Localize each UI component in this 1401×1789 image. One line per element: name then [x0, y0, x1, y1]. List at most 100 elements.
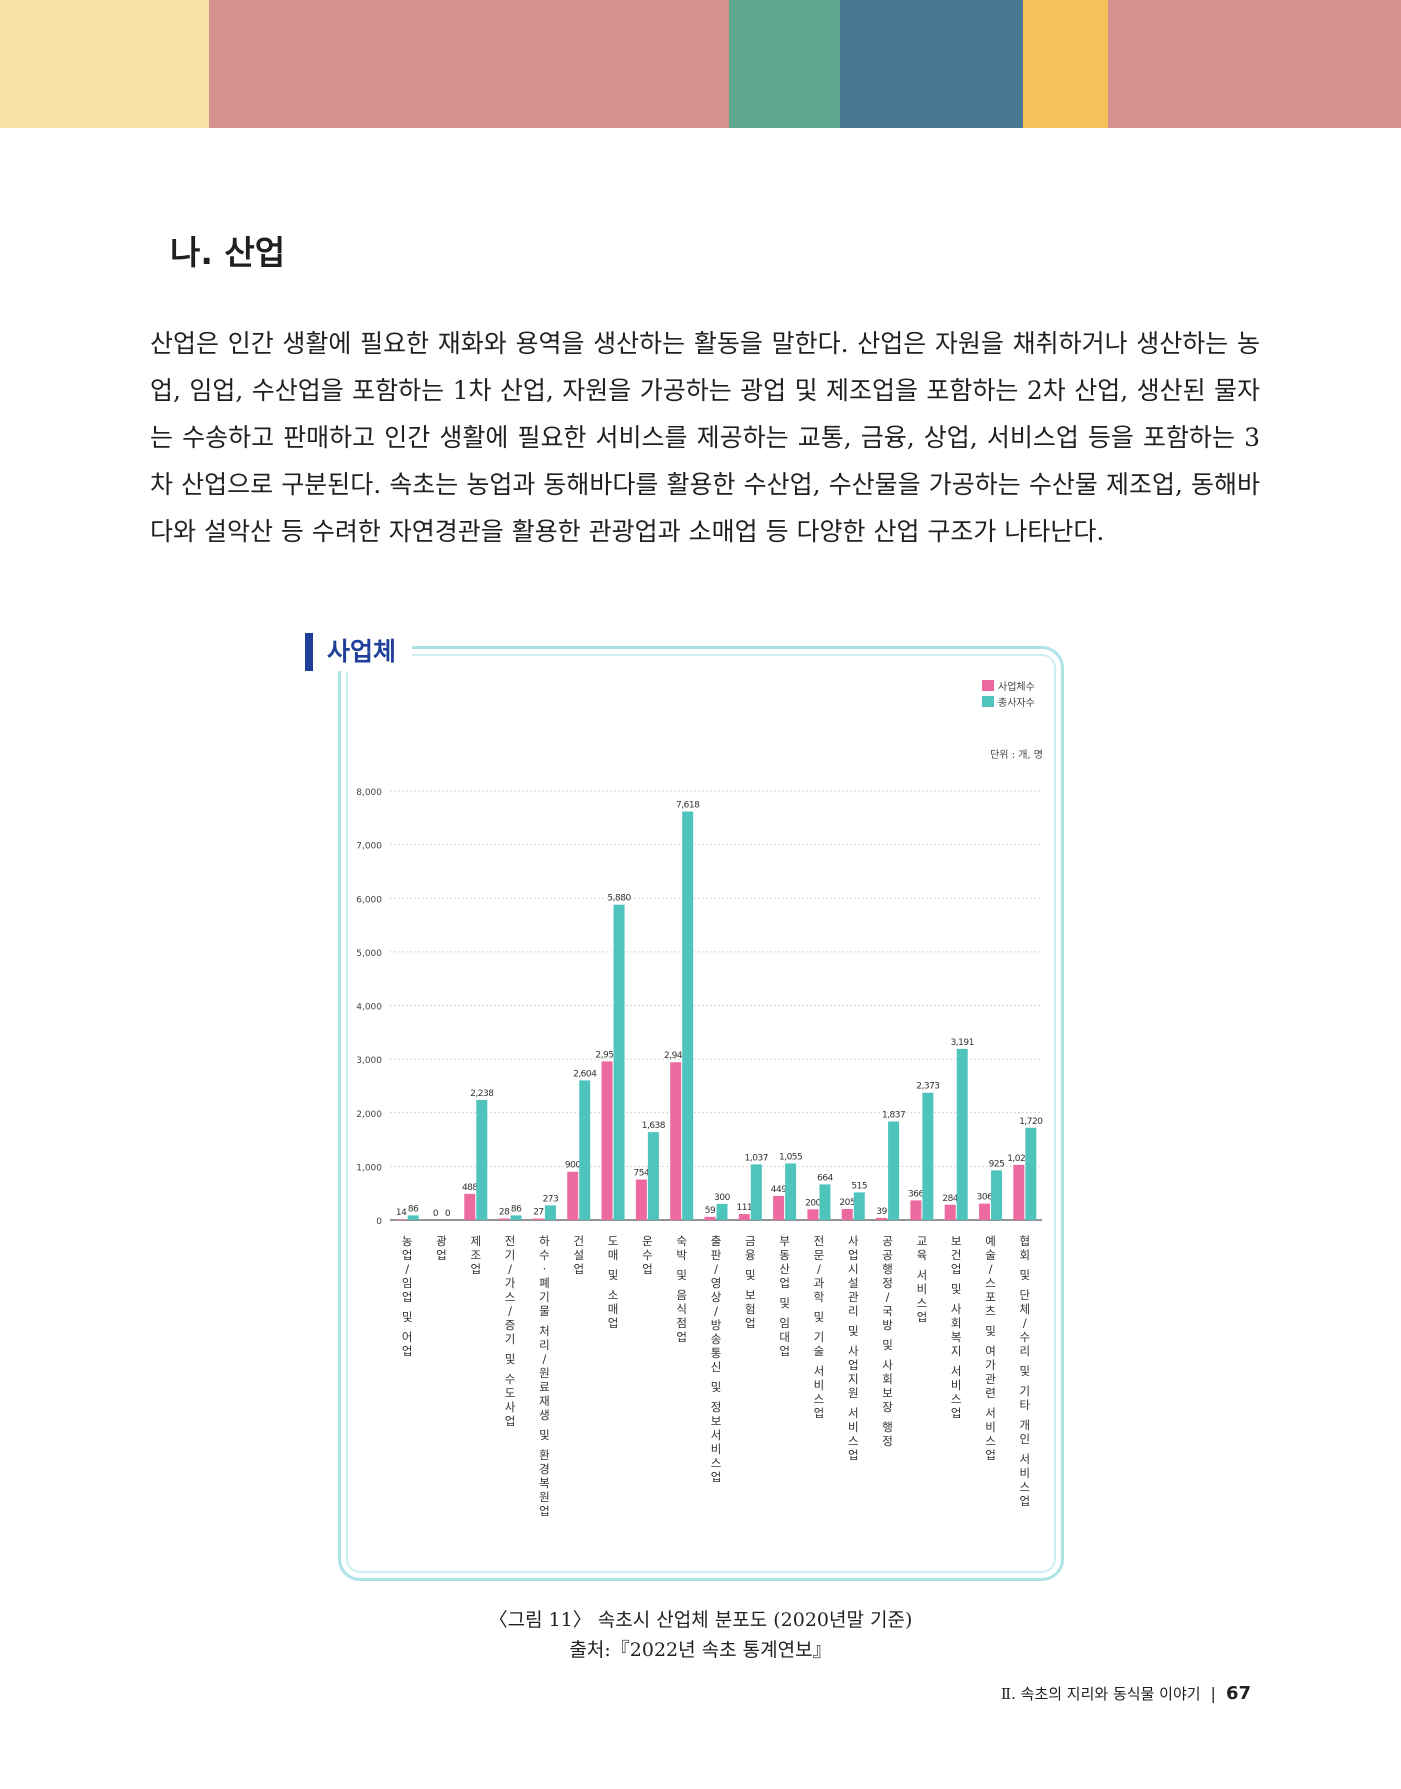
legend-swatch [982, 696, 994, 707]
data-label: 28 [499, 1207, 510, 1217]
y-tick-label: 8,000 [356, 788, 382, 798]
data-label: 900 [565, 1161, 581, 1171]
bar-employees [407, 1215, 419, 1220]
bar-employees [716, 1203, 728, 1220]
band-segment-5 [1023, 0, 1108, 128]
bar-establishments [944, 1204, 956, 1220]
data-label: 306 [977, 1193, 993, 1203]
unit-label: 단위 : 개, 명 [990, 748, 1043, 761]
bar-employees [991, 1170, 1003, 1220]
page-footer: Ⅱ. 속초의 지리와 동식물 이야기 | 67 [1001, 1683, 1251, 1704]
data-label: 2,373 [916, 1082, 939, 1092]
bar-employees [1025, 1127, 1037, 1220]
data-label: 488 [462, 1183, 478, 1193]
data-label: 27 [533, 1208, 543, 1218]
bar-establishments [841, 1209, 853, 1220]
chart-frame [338, 646, 1064, 1581]
band-segment-2 [209, 0, 729, 128]
data-label: 1,837 [882, 1110, 905, 1120]
y-tick-label: 2,000 [356, 1110, 382, 1120]
data-label: 664 [817, 1173, 833, 1183]
band-segment-6 [1108, 0, 1401, 128]
bar-establishments [498, 1218, 510, 1220]
data-label: 5,880 [607, 894, 631, 904]
data-label: 0 [433, 1209, 439, 1219]
bar-employees [750, 1164, 762, 1220]
data-label: 1,638 [642, 1121, 666, 1131]
bar-establishments [979, 1203, 991, 1220]
band-segment-3 [729, 0, 840, 128]
legend-label: 사업체수 [998, 680, 1035, 693]
data-label: 205 [839, 1198, 855, 1208]
data-label: 2,958 [595, 1050, 619, 1060]
data-label: 39 [876, 1207, 887, 1217]
bar-establishments [738, 1214, 750, 1220]
data-label: 300 [714, 1193, 730, 1203]
bar-establishments [704, 1216, 716, 1220]
bar-employees [613, 904, 625, 1220]
data-label: 925 [989, 1159, 1005, 1169]
bar-employees [510, 1215, 522, 1220]
data-label: 284 [942, 1194, 958, 1204]
data-label: 3,191 [951, 1038, 974, 1048]
page-number: 67 [1225, 1683, 1251, 1704]
data-label: 1,720 [1019, 1117, 1043, 1127]
bar-employees [956, 1048, 968, 1220]
data-label: 2,238 [470, 1089, 494, 1099]
bar-employees [647, 1132, 659, 1220]
data-label: 14 [396, 1208, 407, 1218]
bar-establishments [567, 1171, 579, 1220]
data-label: 86 [511, 1204, 522, 1214]
header-color-band [0, 0, 1401, 128]
bar-establishments [670, 1062, 682, 1220]
y-tick-label: 5,000 [356, 949, 382, 959]
data-label: 7,618 [676, 800, 700, 810]
data-label: 273 [543, 1194, 559, 1204]
bar-establishments [635, 1179, 647, 1220]
bar-employees [579, 1080, 591, 1220]
data-label: 2,604 [573, 1069, 597, 1079]
data-label: 200 [805, 1198, 821, 1208]
bar-employees [819, 1184, 831, 1220]
bar-establishments [773, 1195, 785, 1220]
section-title: 나. 산업 [170, 233, 286, 272]
data-label: 59 [705, 1206, 716, 1216]
bar-establishments [395, 1219, 407, 1220]
y-tick-label: 7,000 [356, 842, 382, 852]
bar-establishments [532, 1218, 544, 1220]
y-tick-label: 0 [376, 1217, 382, 1227]
bar-employees [476, 1099, 488, 1220]
data-label: 366 [908, 1189, 924, 1199]
bar-establishments [1013, 1164, 1025, 1220]
data-label: 1,055 [779, 1152, 802, 1162]
bar-establishments [807, 1209, 819, 1220]
data-label: 449 [771, 1185, 787, 1195]
data-label: 515 [851, 1181, 867, 1191]
data-label: 2,942 [664, 1051, 687, 1061]
chart-badge: 사업체 [305, 633, 413, 671]
footer-separator: | [1210, 1684, 1216, 1703]
bar-establishments [464, 1193, 476, 1220]
bar-employees [785, 1163, 797, 1220]
data-label: 111 [736, 1203, 752, 1213]
bar-employees [544, 1205, 556, 1220]
bar-employees [888, 1121, 900, 1220]
data-label: 0 [445, 1209, 451, 1219]
y-tick-label: 4,000 [356, 1003, 382, 1013]
legend-label: 종사자수 [998, 697, 1035, 709]
y-tick-label: 3,000 [356, 1056, 382, 1066]
body-paragraph: 산업은 인간 생활에 필요한 재화와 용역을 생산하는 활동을 말한다. 산업은… [150, 329, 1260, 546]
